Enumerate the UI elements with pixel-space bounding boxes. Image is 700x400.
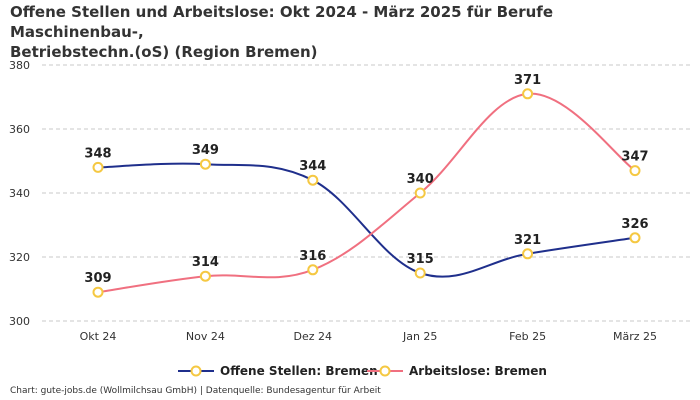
- data-label: 315: [407, 252, 434, 267]
- data-label: 340: [407, 172, 434, 187]
- data-label: 344: [299, 159, 326, 174]
- data-point: [307, 174, 319, 186]
- x-tick-label: März 25: [613, 330, 657, 343]
- x-tick-label: Feb 25: [509, 330, 546, 343]
- data-point: [629, 165, 641, 177]
- y-tick-label: 300: [9, 315, 30, 328]
- data-point: [522, 248, 534, 260]
- x-tick-label: Jan 25: [402, 330, 437, 343]
- y-tick-label: 320: [9, 251, 30, 264]
- data-label: 316: [299, 249, 326, 264]
- data-label: 348: [84, 146, 111, 161]
- y-tick-label: 340: [9, 187, 30, 200]
- data-label: 371: [514, 73, 541, 88]
- chart-title-line1: Offene Stellen und Arbeitslose: Okt 2024…: [10, 3, 554, 41]
- data-point: [629, 232, 641, 244]
- data-label: 309: [84, 271, 111, 286]
- x-tick-label: Nov 24: [186, 330, 225, 343]
- data-point: [92, 286, 104, 298]
- data-point: [199, 270, 211, 282]
- legend-marker: [190, 365, 202, 377]
- chart-title-line2: Betriebstechn.(oS) (Region Bremen): [10, 43, 318, 61]
- data-label: 314: [192, 255, 219, 270]
- data-point: [92, 161, 104, 173]
- chart-title: Offene Stellen und Arbeitslose: Okt 2024…: [10, 2, 690, 62]
- data-point: [307, 264, 319, 276]
- legend-label: Arbeitslose: Bremen: [409, 364, 547, 378]
- chart-footer: Chart: gute-jobs.de (Wollmilchsau GmbH) …: [10, 386, 381, 396]
- y-tick-label: 360: [9, 123, 30, 136]
- legend-label: Offene Stellen: Bremen: [220, 364, 378, 378]
- y-tick-label: 380: [9, 59, 30, 72]
- data-label: 326: [621, 217, 648, 232]
- legend-marker: [379, 365, 391, 377]
- x-tick-label: Okt 24: [80, 330, 117, 343]
- data-point: [199, 158, 211, 170]
- data-label: 321: [514, 233, 541, 248]
- data-point: [522, 88, 534, 100]
- data-point: [414, 267, 426, 279]
- series-line-0: [97, 162, 636, 278]
- data-label: 347: [621, 150, 648, 165]
- data-point: [414, 187, 426, 199]
- data-label: 349: [192, 143, 219, 158]
- x-tick-label: Dez 24: [294, 330, 333, 343]
